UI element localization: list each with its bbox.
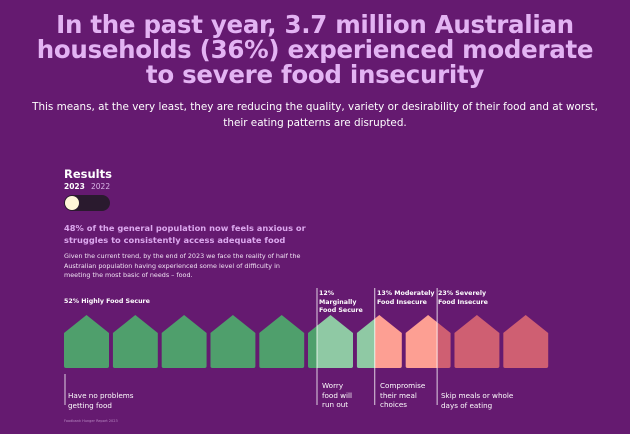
house-icon — [454, 315, 500, 368]
house-icon — [259, 315, 305, 368]
house-icon — [64, 315, 109, 368]
house-icon — [308, 315, 353, 368]
category-desc-severely-insecure: Skip meals or whole days of eating — [441, 391, 514, 410]
category-label-highly-secure: 52% Highly Food Secure — [64, 298, 150, 305]
category-desc-highly-secure: Have no problems getting food — [68, 391, 134, 410]
house-segment-3 — [405, 315, 438, 368]
house-icon — [161, 315, 207, 368]
house-segment-4 — [437, 315, 451, 368]
house-segment-1 — [112, 315, 158, 368]
house-segment-1 — [259, 315, 305, 368]
house-segment-4 — [454, 315, 500, 368]
house-icon — [112, 315, 158, 368]
house-icon — [210, 315, 256, 368]
category-desc-moderately-insecure: Compromise their meal choices — [380, 381, 426, 409]
house-segment-1 — [210, 315, 256, 368]
house-icon — [503, 315, 549, 368]
house-segment-1 — [308, 315, 318, 368]
house-segment-2 — [356, 315, 376, 368]
house-segment-3 — [374, 315, 402, 368]
year-option-2023[interactable]: 2023 — [64, 182, 85, 191]
category-label-moderately-insecure: 13% Moderately Food Insecure — [377, 290, 435, 306]
house-icon — [405, 315, 451, 368]
year-toggle-knob[interactable] — [65, 196, 79, 210]
house-icon — [356, 315, 402, 368]
category-desc-marginally-secure: Worry food will run out — [322, 381, 353, 409]
house-segment-1 — [161, 315, 207, 368]
year-toggle[interactable] — [64, 195, 110, 211]
house-segment-2 — [317, 315, 353, 368]
results-description: Given the current trend, by the end of 2… — [64, 252, 301, 279]
page-title: In the past year, 3.7 million Australian… — [36, 10, 594, 89]
source-note: Foodbank Hunger Report 2023 — [64, 419, 118, 423]
house-segment-4 — [503, 315, 549, 368]
year-option-2022[interactable]: 2022 — [91, 182, 111, 191]
category-label-marginally-secure: 12% Marginally Food Secure — [319, 290, 363, 314]
results-heading: Results — [64, 167, 112, 181]
results-headline: 48% of the general population now feels … — [64, 223, 306, 245]
house-segment-1 — [64, 315, 109, 368]
page-subtitle: This means, at the very least, they are … — [32, 101, 598, 129]
category-label-severely-insecure: 23% Severely Food Insecure — [438, 290, 488, 306]
